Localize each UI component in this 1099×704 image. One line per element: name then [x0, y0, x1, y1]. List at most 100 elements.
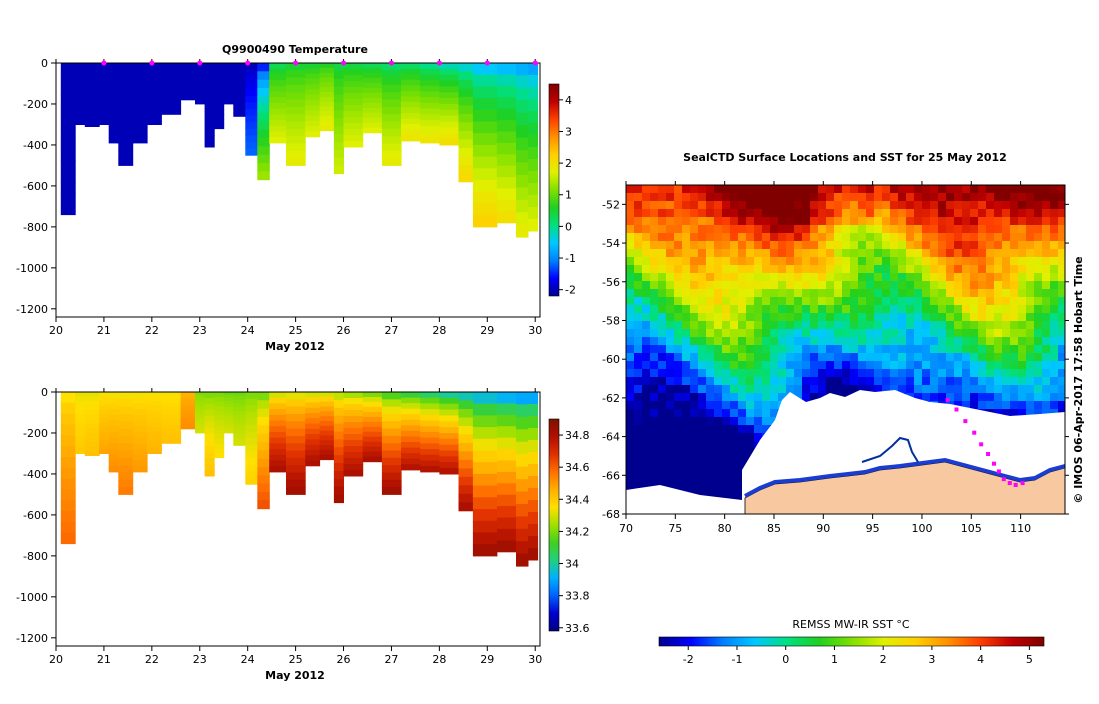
sst-cell	[626, 313, 634, 321]
sst-cell	[698, 217, 706, 225]
profile-cell	[147, 84, 162, 90]
profile-cell	[333, 439, 344, 448]
profile-cell	[286, 435, 306, 444]
profile-cell	[305, 131, 321, 138]
sst-cell	[1042, 321, 1050, 329]
profile-cell	[257, 475, 270, 485]
sst-cell	[642, 401, 650, 409]
profile-cell	[161, 403, 182, 408]
profile-cell	[75, 67, 86, 73]
sst-cell	[898, 201, 906, 209]
profile-cell	[108, 426, 119, 433]
sst-cell	[754, 385, 762, 393]
profile-cell	[118, 99, 134, 108]
sst-cell	[882, 209, 890, 217]
profile-cell	[381, 70, 402, 79]
profile-cell	[245, 451, 258, 459]
sst-cell	[954, 289, 962, 297]
sst-cell	[1010, 193, 1018, 201]
sst-cell	[978, 401, 986, 409]
profile-cell	[420, 74, 440, 81]
sst-cell	[954, 329, 962, 337]
sst-cell	[786, 257, 794, 265]
sst-cell	[770, 393, 778, 401]
sst-cell	[634, 481, 642, 489]
sst-cell	[914, 329, 922, 337]
sst-cell	[1058, 345, 1065, 353]
profile-cell	[108, 403, 119, 410]
sst-cell	[690, 201, 698, 209]
sst-cell	[642, 377, 650, 385]
profile-cell	[161, 92, 182, 97]
profile-cell	[99, 405, 110, 411]
profile-cell	[147, 93, 162, 99]
sst-cell	[650, 433, 658, 441]
sst-cell	[1034, 337, 1042, 345]
sst-cell	[994, 313, 1002, 321]
sst-cell	[946, 201, 954, 209]
sst-cell	[682, 393, 690, 401]
profile-cell	[257, 433, 270, 443]
sst-cell	[738, 401, 746, 409]
sst-cell	[626, 361, 634, 369]
sst-cell	[730, 377, 738, 385]
sst-cell	[794, 193, 802, 201]
sst-cell	[794, 321, 802, 329]
sst-cell	[634, 201, 642, 209]
sst-cell	[882, 233, 890, 241]
sst-cell	[802, 249, 810, 257]
sst-cell	[1002, 201, 1010, 209]
sst-cell	[930, 193, 938, 201]
sst-cell	[978, 233, 986, 241]
sst-cell	[738, 441, 746, 449]
sst-cell	[914, 249, 922, 257]
profile-cell	[108, 137, 119, 144]
sst-cell	[682, 473, 690, 481]
profile-cell	[204, 69, 215, 76]
sst-cell	[938, 249, 946, 257]
profile-cell	[343, 105, 364, 112]
profile-cell	[118, 421, 134, 430]
sst-cell	[1034, 385, 1042, 393]
sst-cell	[714, 209, 722, 217]
sst-cell	[874, 201, 882, 209]
colorbar-tick-label: 34.4	[565, 493, 590, 506]
sst-cell	[722, 425, 730, 433]
sst-cell	[698, 257, 706, 265]
profile-cell	[204, 470, 215, 477]
profile-cell	[319, 120, 335, 127]
sst-cell	[642, 257, 650, 265]
sst-cell	[970, 281, 978, 289]
sst-cell	[914, 241, 922, 249]
profile-cell	[343, 75, 364, 82]
sst-cell	[858, 201, 866, 209]
sst-cell	[762, 217, 770, 225]
sst-cell	[802, 385, 810, 393]
sst-cell	[906, 385, 914, 393]
profile-cell	[305, 392, 321, 398]
sst-cell	[762, 225, 770, 233]
sst-cell	[954, 297, 962, 305]
profile-cell	[458, 459, 474, 469]
sst-cell	[714, 321, 722, 329]
profile-cell	[60, 106, 76, 118]
sst-cell	[634, 281, 642, 289]
sst-cell	[1002, 345, 1010, 353]
sst-colorbar-tick-label: 4	[977, 653, 984, 666]
profile-cell	[223, 80, 234, 84]
profile-cell	[472, 392, 498, 405]
surface-marker	[245, 60, 251, 66]
sst-cell	[786, 281, 794, 289]
sst-cell	[658, 457, 666, 465]
sst-cell	[746, 257, 754, 265]
sst-cell	[930, 393, 938, 401]
profile-cell	[75, 76, 86, 82]
sst-cell	[626, 425, 634, 433]
profile-cell	[99, 418, 110, 424]
sst-cell	[674, 369, 682, 377]
profile-cell	[223, 98, 234, 102]
sst-cell	[778, 257, 786, 265]
profile-cell	[99, 71, 110, 77]
profile-cell	[161, 110, 182, 115]
